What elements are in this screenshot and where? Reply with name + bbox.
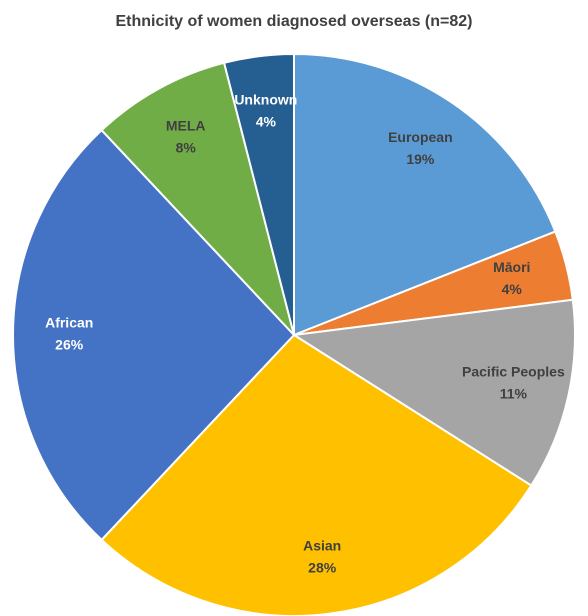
slice-value-label: 19% — [406, 151, 435, 167]
pie-slice — [291, 298, 576, 487]
slice-value-label: 4% — [502, 281, 523, 297]
pie-slice — [222, 52, 295, 336]
slice-label: Pacific Peoples — [462, 364, 565, 380]
slice-value-label: 8% — [176, 140, 197, 156]
slice-label: Unknown — [234, 92, 297, 108]
slice-value-label: 11% — [500, 386, 528, 402]
pie-slice — [100, 333, 533, 616]
pie-slice — [293, 52, 557, 337]
slice-value-label: 4% — [256, 114, 277, 130]
slice-label: African — [45, 315, 93, 331]
slice-value-label: 26% — [55, 337, 84, 353]
slice-label: Asian — [303, 538, 341, 554]
slice-label: European — [388, 129, 453, 145]
slice-value-label: 28% — [308, 560, 337, 576]
slice-label: MELA — [166, 118, 206, 134]
pie-slice — [100, 61, 295, 336]
pie-slice — [12, 128, 296, 542]
chart-title: Ethnicity of women diagnosed overseas (n… — [116, 13, 473, 30]
slice-label: Māori — [493, 259, 530, 275]
